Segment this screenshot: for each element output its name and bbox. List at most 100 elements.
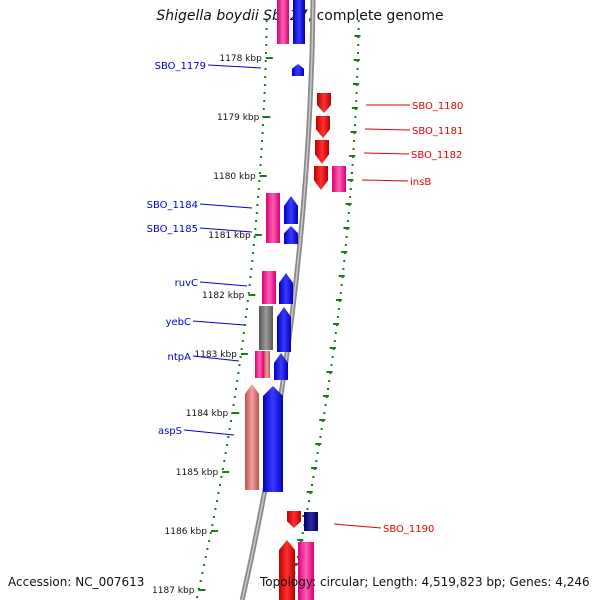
ruler-dot-inner <box>246 300 249 302</box>
accession-label: Accession: NC_007613 <box>8 575 145 589</box>
ruler-dot-inner <box>252 244 255 246</box>
ruler-dot-inner <box>209 532 212 534</box>
gene-arrow-reverse <box>315 140 329 164</box>
ruler-dot-inner <box>240 348 243 350</box>
ruler-dot-inner <box>230 420 233 422</box>
ruler-tick-outer <box>326 371 333 373</box>
ruler-dot-inner <box>252 252 255 254</box>
ruler-dot-inner <box>265 28 268 30</box>
gene-arrow-forward <box>284 196 298 224</box>
gene-arrow-forward <box>293 0 305 44</box>
ruler-tick-outer <box>347 179 354 181</box>
ruler-dot-inner <box>199 580 202 582</box>
ruler-dot-outer <box>315 460 318 462</box>
gene-arrow-forward <box>277 307 291 352</box>
map-title: Shigella boydii Sb227, complete genome <box>0 8 600 24</box>
ruler-tick-outer <box>345 203 352 205</box>
ruler-dot-outer <box>337 308 340 310</box>
tick-mark <box>222 471 230 473</box>
gene-arrow-forward <box>284 226 298 244</box>
ruler-dot-inner <box>227 436 230 438</box>
cds-block <box>259 306 273 350</box>
cds-block <box>266 193 280 243</box>
ruler-dot-outer <box>344 244 347 246</box>
tick-mark <box>240 353 248 355</box>
ruler-dot-inner <box>263 84 266 86</box>
genome-backbone <box>239 0 316 600</box>
gene-label: aspS <box>158 426 182 437</box>
ruler-dot-outer <box>349 188 352 190</box>
ruler-dot-inner <box>203 564 206 566</box>
ruler-dot-outer <box>345 236 348 238</box>
ruler-dot-outer <box>357 44 360 46</box>
ruler-tick-outer <box>350 131 357 133</box>
ruler-dot-outer <box>347 220 350 222</box>
ruler-dot-outer <box>353 124 356 126</box>
ruler-dot-inner <box>232 404 235 406</box>
ruler-dot-outer <box>356 68 359 70</box>
ruler-dot-inner <box>217 492 220 494</box>
ruler-dot-inner <box>218 484 221 486</box>
ruler-tick-outer <box>351 107 358 109</box>
cds-block <box>277 0 289 44</box>
ruler-dot-inner <box>249 276 252 278</box>
ruler-dot-inner <box>248 284 251 286</box>
ruler-dot-outer <box>350 172 353 174</box>
ruler-dot-outer <box>342 268 345 270</box>
ruler-dot-inner <box>214 508 217 510</box>
gene-label: insB <box>410 177 431 188</box>
ruler-tick-outer <box>349 155 356 157</box>
ruler-dot-outer <box>339 292 342 294</box>
ruler-dot-inner <box>235 388 238 390</box>
gene-label: SBO_1179 <box>155 61 206 72</box>
label-leader-line <box>361 179 409 182</box>
ruler-dot-outer <box>349 196 352 198</box>
tick-mark <box>254 234 262 236</box>
cds-block <box>298 542 314 600</box>
ruler-dot-inner <box>264 68 267 70</box>
ruler-dot-inner <box>264 60 267 62</box>
ruler-dot-inner <box>220 476 223 478</box>
ruler-tick-outer <box>353 59 360 61</box>
gene-label: SBO_1190 <box>383 524 434 535</box>
ruler-dot-inner <box>211 524 214 526</box>
tick-mark <box>248 294 256 296</box>
label-leader-line <box>183 429 235 436</box>
ruler-dot-inner <box>265 44 268 46</box>
ruler-dot-outer <box>334 332 337 334</box>
tick-label: 1186 kbp <box>165 527 208 537</box>
gene-arrow-reverse <box>317 93 331 113</box>
ruler-dot-outer <box>340 284 343 286</box>
ruler-dot-outer <box>323 412 326 414</box>
genome-backbone-highlight <box>241 0 314 600</box>
ruler-dot-inner <box>258 180 261 182</box>
ruler-dot-outer <box>330 364 333 366</box>
gene-arrow-forward <box>279 540 295 600</box>
gene-arrow-forward <box>245 384 259 490</box>
ruler-dot-inner <box>224 452 227 454</box>
ruler-dot-inner <box>221 468 224 470</box>
ruler-dot-inner <box>261 124 264 126</box>
gene-label: SBO_1180 <box>412 101 463 112</box>
tick-mark <box>263 116 271 118</box>
tick-label: 1184 kbp <box>186 409 229 419</box>
ruler-tick-outer <box>319 419 326 421</box>
ruler-dot-inner <box>247 292 250 294</box>
ruler-dot-inner <box>216 500 218 502</box>
ruler-dot-inner <box>258 172 261 174</box>
ruler-dot-outer <box>356 76 359 78</box>
ruler-dot-outer <box>353 140 356 142</box>
ruler-dot-outer <box>347 212 350 214</box>
tick-label: 1183 kbp <box>194 350 237 360</box>
ruler-dot-inner <box>208 540 211 542</box>
ruler-dot-inner <box>236 380 239 382</box>
ruler-tick-outer <box>332 323 339 325</box>
ruler-dot-inner <box>265 36 268 38</box>
ruler-dot-inner <box>233 396 236 398</box>
ruler-dot-inner <box>265 20 268 22</box>
ruler-dot-outer <box>355 92 358 94</box>
ruler-dot-inner <box>245 308 248 310</box>
ruler-dot-inner <box>241 340 244 342</box>
ruler-dot-outer <box>356 52 359 54</box>
